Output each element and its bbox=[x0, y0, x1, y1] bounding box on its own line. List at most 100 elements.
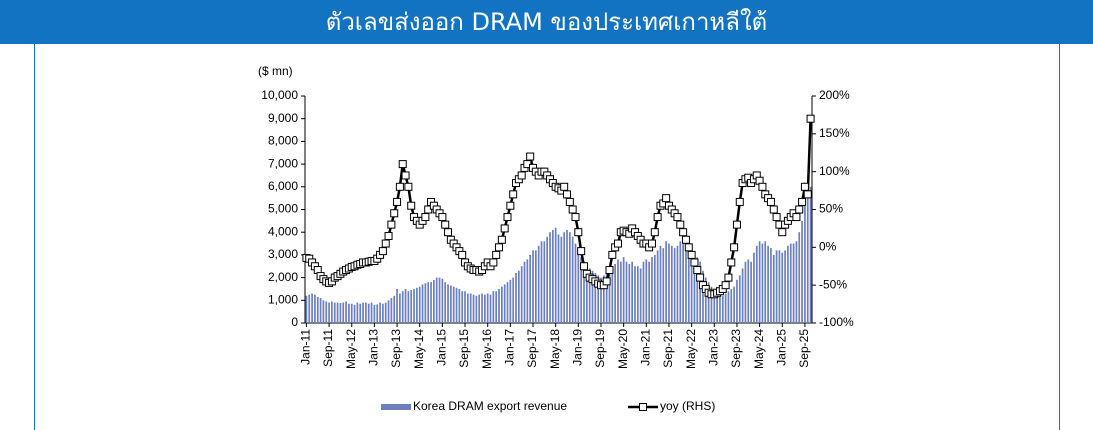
bar bbox=[308, 294, 311, 323]
marker bbox=[690, 258, 699, 267]
marker bbox=[393, 197, 402, 206]
marker bbox=[679, 228, 688, 237]
marker bbox=[803, 190, 812, 199]
bar bbox=[316, 296, 319, 323]
bar bbox=[741, 268, 744, 323]
bar bbox=[353, 304, 356, 323]
bar bbox=[305, 295, 308, 323]
marker bbox=[608, 250, 617, 259]
y-tick-label: 5,000 bbox=[268, 202, 298, 216]
marker bbox=[378, 247, 387, 256]
bar bbox=[704, 277, 707, 323]
bar bbox=[730, 288, 733, 323]
bar bbox=[679, 241, 682, 323]
marker bbox=[565, 197, 574, 206]
marker bbox=[735, 197, 744, 206]
bar bbox=[498, 288, 500, 323]
bar bbox=[356, 302, 359, 323]
bar bbox=[619, 261, 622, 323]
bar bbox=[639, 268, 642, 323]
bar bbox=[656, 250, 659, 323]
x-tick-label: Jan-25 bbox=[774, 329, 788, 366]
bar bbox=[602, 275, 605, 323]
marker bbox=[407, 201, 416, 210]
marker bbox=[438, 213, 447, 222]
x-tick-label: May-22 bbox=[684, 329, 698, 369]
bar bbox=[687, 248, 690, 323]
bar bbox=[659, 245, 662, 323]
bar bbox=[806, 191, 809, 323]
bar bbox=[350, 303, 353, 323]
bar bbox=[534, 250, 537, 323]
bar bbox=[696, 257, 699, 323]
bar bbox=[792, 243, 795, 323]
bar bbox=[376, 304, 379, 323]
marker bbox=[495, 243, 504, 252]
bar bbox=[554, 227, 557, 323]
y-tick-label: 9,000 bbox=[268, 111, 298, 125]
bar bbox=[438, 277, 441, 323]
marker bbox=[795, 205, 804, 214]
bar bbox=[798, 232, 801, 323]
x-tick-label: Sep-17 bbox=[525, 329, 539, 368]
marker bbox=[758, 182, 767, 191]
bar bbox=[452, 286, 455, 323]
bar bbox=[665, 241, 667, 323]
marker bbox=[693, 266, 702, 275]
marker bbox=[562, 190, 571, 199]
bar bbox=[484, 294, 486, 323]
y2-tick-label: 0% bbox=[819, 240, 837, 254]
bar bbox=[557, 234, 560, 323]
bar bbox=[733, 286, 735, 323]
marker bbox=[497, 235, 506, 244]
bar bbox=[631, 261, 633, 323]
x-tick-label: Sep-11 bbox=[321, 329, 335, 367]
marker bbox=[613, 239, 622, 248]
legend-label: Korea DRAM export revenue bbox=[413, 399, 567, 413]
marker bbox=[390, 209, 399, 218]
bar bbox=[543, 241, 546, 323]
bar bbox=[489, 294, 492, 323]
y-tick-label: 3,000 bbox=[268, 247, 298, 261]
bar bbox=[370, 302, 373, 323]
bar bbox=[597, 275, 600, 323]
bar bbox=[336, 302, 339, 323]
marker bbox=[721, 281, 730, 290]
bar bbox=[455, 287, 458, 323]
y2-tick-label: 100% bbox=[819, 164, 850, 178]
marker bbox=[602, 277, 611, 286]
marker bbox=[772, 213, 781, 222]
bar bbox=[450, 285, 452, 323]
bar bbox=[787, 245, 789, 323]
x-tick-label: May-12 bbox=[344, 329, 358, 369]
bar bbox=[673, 248, 676, 323]
x-tick-label: Jan-21 bbox=[638, 329, 652, 366]
bar bbox=[331, 301, 333, 323]
x-tick-label: Jan-19 bbox=[570, 329, 584, 366]
bar bbox=[653, 254, 656, 323]
bar bbox=[770, 248, 772, 323]
bar bbox=[778, 250, 781, 323]
x-tick-label: May-20 bbox=[616, 329, 630, 369]
marker bbox=[798, 197, 807, 206]
bar bbox=[515, 273, 517, 323]
marker bbox=[605, 266, 614, 275]
bar bbox=[503, 284, 506, 323]
marker bbox=[650, 228, 659, 237]
bar bbox=[509, 279, 512, 323]
marker bbox=[727, 258, 736, 267]
marker bbox=[730, 243, 739, 252]
marker bbox=[526, 152, 535, 161]
bar bbox=[433, 279, 435, 323]
bar bbox=[795, 241, 798, 323]
marker bbox=[444, 228, 453, 237]
marker bbox=[724, 273, 733, 282]
bar bbox=[441, 278, 444, 323]
bar bbox=[481, 293, 483, 323]
bar bbox=[645, 259, 648, 323]
bar bbox=[750, 261, 752, 323]
bar bbox=[549, 232, 551, 323]
bar bbox=[605, 273, 608, 323]
bar bbox=[670, 245, 673, 323]
bar bbox=[685, 239, 687, 323]
